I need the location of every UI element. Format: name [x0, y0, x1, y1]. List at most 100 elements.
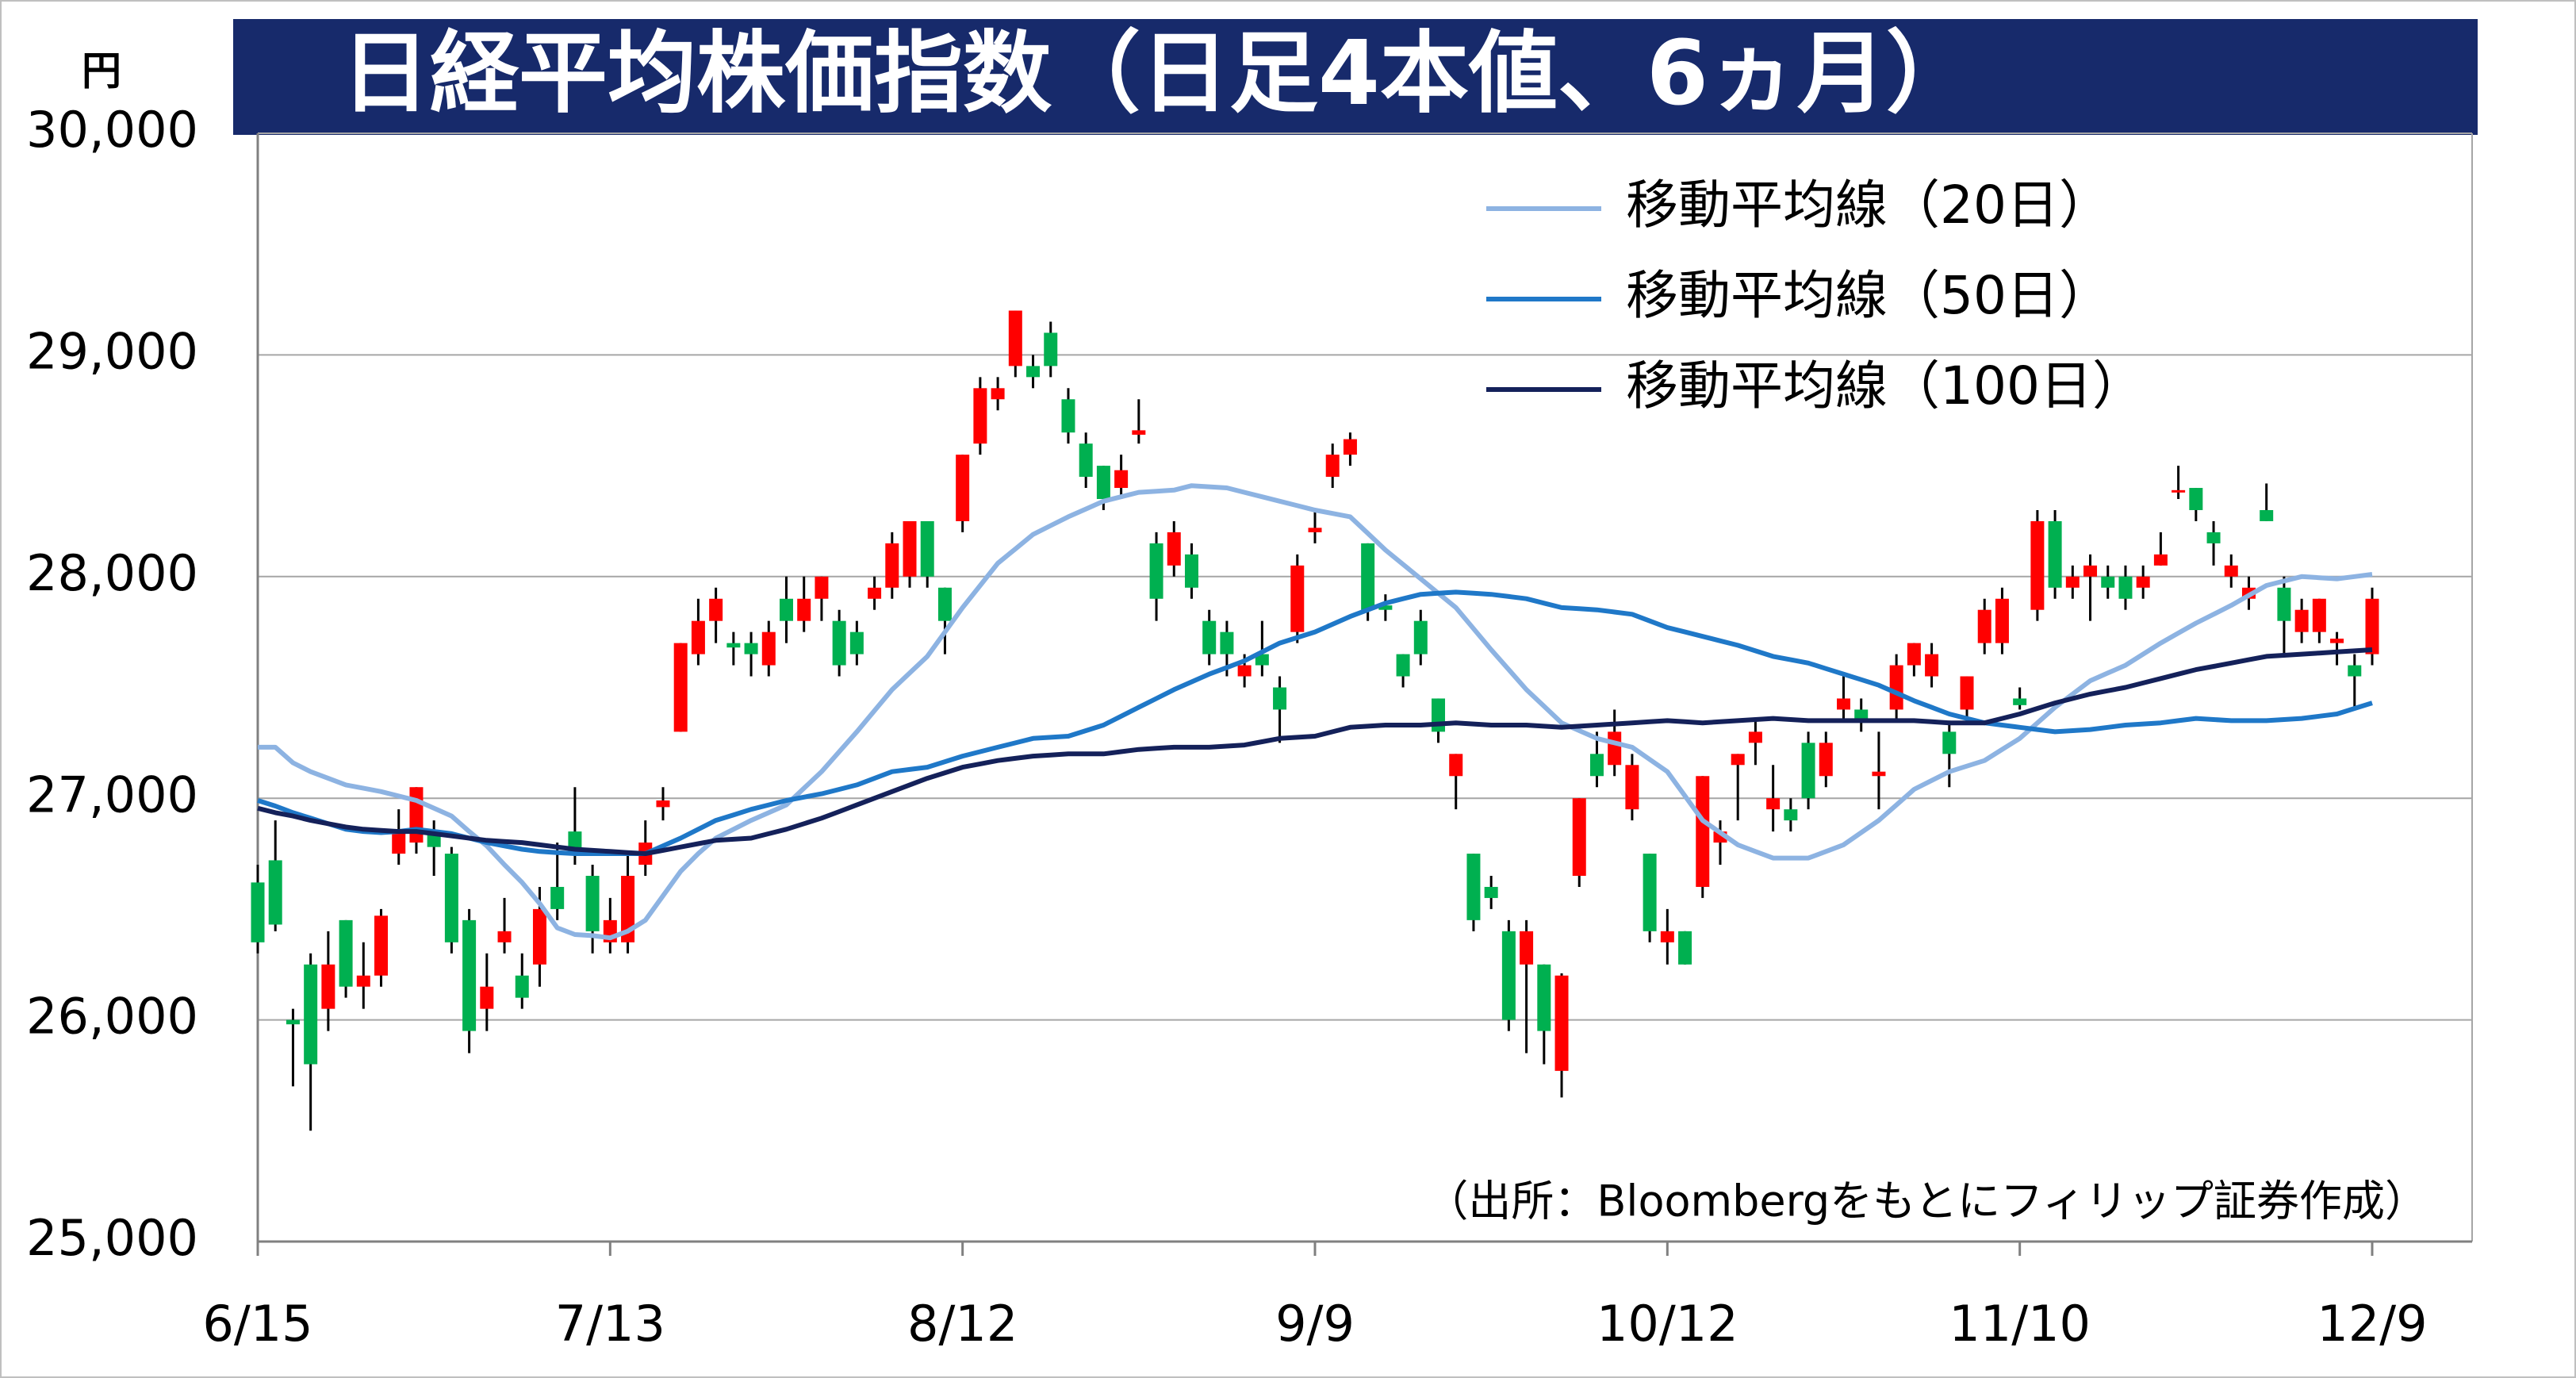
candle-body [392, 831, 406, 854]
y-tick-label: 30,000 [26, 101, 198, 159]
candle-body [1696, 776, 1710, 887]
candle-body [1766, 798, 1781, 810]
x-tick-label: 8/12 [907, 1295, 1018, 1353]
candle-body [1079, 443, 1093, 478]
candle-body [1396, 654, 1410, 677]
candle-body [462, 919, 477, 1031]
chart-title: 日経平均株価指数（日足4本値、6ヵ月） [341, 22, 1975, 125]
legend-label: 移動平均線（20日） [1626, 175, 2111, 236]
candle-body [1925, 654, 1939, 677]
title-banner [233, 19, 2478, 135]
candle-body [815, 576, 829, 599]
candle-body [691, 620, 705, 654]
x-tick-label: 7/13 [555, 1295, 665, 1353]
candle-body [304, 964, 318, 1065]
candle-body [1132, 430, 1146, 435]
candle-body [444, 854, 458, 942]
candle-body [1325, 455, 1340, 478]
plot-area: 25,000 26,000 27,000 28,000 29,000 30,000 6/15… [26, 101, 2473, 1353]
y-unit: 円 [82, 48, 121, 94]
candle-body [2365, 598, 2379, 654]
candle-body [1184, 554, 1198, 588]
candle-body [1255, 654, 1269, 666]
candle-body [1501, 931, 1516, 1020]
candle-body [1784, 809, 1798, 821]
candle-body [550, 886, 565, 909]
moving-average-line [258, 483, 2373, 941]
candle-body [1449, 754, 1463, 777]
candle-body [2048, 520, 2062, 588]
y-tick-label: 25,000 [26, 1209, 198, 1267]
legend-label: 移動平均線（100日） [1626, 355, 2145, 416]
candle-body [885, 543, 899, 588]
y-tick-label: 29,000 [26, 322, 198, 380]
candle-body [2153, 554, 2168, 566]
y-tick-label: 27,000 [26, 766, 198, 823]
candle-body [1748, 731, 1762, 743]
candle-body [1220, 631, 1234, 654]
candle-body [374, 915, 389, 976]
candle-body [515, 975, 529, 998]
candle-body [2030, 520, 2045, 610]
candle-body [991, 388, 1005, 400]
candle-body [2224, 565, 2238, 577]
candle-body [709, 598, 723, 621]
candle-body [1149, 543, 1163, 599]
candle-body [1995, 598, 2009, 643]
candle-body [2136, 576, 2150, 588]
candle-body [937, 587, 952, 621]
candle-body [1061, 399, 1075, 433]
candle-body [339, 919, 353, 987]
candle-body [832, 620, 846, 666]
candle-body [673, 643, 688, 732]
candle-body [1343, 439, 1357, 455]
candle-body [2083, 565, 2098, 577]
candle-body [1837, 698, 1850, 710]
x-tick-label: 12/9 [2317, 1295, 2427, 1353]
candle-body [920, 520, 934, 577]
candle-body [1361, 543, 1375, 610]
candle-body [956, 455, 970, 521]
candle-body [1308, 528, 1322, 532]
candle-body [1167, 532, 1181, 566]
candle-body [1026, 366, 1041, 378]
candle-body [2065, 576, 2080, 588]
candle-body [1572, 798, 1586, 876]
candle-body [761, 631, 776, 666]
candle-body [532, 908, 546, 965]
candle-body [585, 875, 600, 931]
candle-body [1625, 765, 1639, 810]
candle-body [1202, 620, 1217, 654]
candle-body [973, 388, 987, 444]
candle-body [1537, 964, 1551, 1031]
candle-body [1819, 743, 1833, 777]
candle-body [2277, 587, 2291, 621]
candle-body [356, 975, 370, 987]
candle-body [2348, 665, 2362, 677]
candle-body [903, 520, 917, 577]
candle-body [1466, 854, 1481, 920]
candle-body [1801, 743, 1815, 799]
candle-body [1096, 466, 1110, 500]
candle-body [2330, 639, 2344, 643]
candle-body [1008, 310, 1022, 367]
candle-body [1378, 605, 1393, 610]
candle-body [2260, 509, 2274, 521]
candle-body [2013, 698, 2027, 705]
candle-body [849, 631, 864, 654]
legend-label: 移動平均線（50日） [1626, 265, 2111, 326]
candle-body [621, 875, 635, 942]
candle-body [744, 643, 758, 654]
candle-body [1237, 665, 1252, 677]
candle-body [780, 598, 793, 621]
candle-body [1731, 754, 1745, 766]
candle-body [1660, 931, 1674, 942]
candle-body [1907, 643, 1921, 666]
candle-body [2189, 488, 2203, 510]
candle-body [1960, 676, 1974, 710]
candle-body [1484, 886, 1498, 898]
candle-body [497, 931, 512, 942]
candle-body [268, 860, 282, 925]
candle-body [1678, 931, 1692, 965]
